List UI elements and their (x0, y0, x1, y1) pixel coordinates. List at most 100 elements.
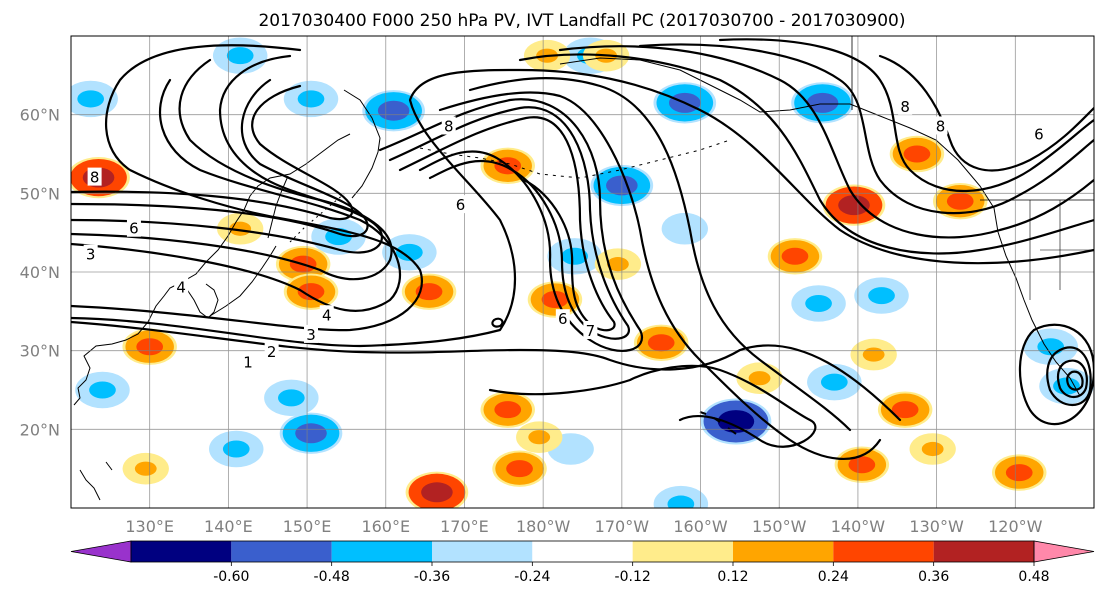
colorbar-segment (833, 541, 934, 562)
contour-label-bg (174, 277, 189, 296)
colorbar-segment (532, 541, 633, 562)
contour-label: 3 (306, 326, 316, 344)
contour-label: 8 (90, 169, 100, 187)
colorbar-segment (231, 541, 332, 562)
lon-tick-label: 150°W (752, 517, 807, 536)
figure-title: 2017030400 F000 250 hPa PV, IVT Landfall… (258, 11, 905, 31)
ivt-contour-8 (71, 84, 354, 221)
ivt-jet-d (438, 91, 882, 461)
lon-tick-label: 140°E (204, 517, 253, 536)
contour-label-bg (304, 324, 319, 343)
negative-pv-anomaly (791, 82, 854, 124)
colorbar-tick-label: -0.48 (314, 569, 350, 585)
anomaly-core (781, 247, 809, 265)
positive-pv-anomaly (492, 450, 547, 487)
anomaly-core (1037, 338, 1065, 356)
ivt-subtropical-cyclone-4 (1018, 323, 1094, 426)
contour-label-bg (583, 321, 598, 339)
lat-tick-label: 60°N (20, 106, 60, 125)
negative-pv-anomaly (75, 371, 130, 409)
ivt-subtropical-cyclone-2 (1056, 359, 1088, 399)
anomaly-core (903, 145, 931, 163)
ivt-subtropical-cyclone-1 (1046, 346, 1092, 406)
anomaly-core (838, 195, 870, 216)
anomaly-core (134, 461, 157, 476)
positive-pv-anomaly (834, 446, 890, 483)
ivt-jet-e (468, 77, 852, 432)
negative-pv-anomaly (700, 398, 772, 445)
ivt-contour-layer (71, 38, 1094, 461)
anomaly-core (421, 482, 453, 503)
coastline-aleutians (419, 139, 731, 179)
lon-tick-label: 150°E (283, 517, 332, 536)
negative-pv-anomaly (209, 430, 264, 468)
anomaly-core (848, 456, 876, 474)
anomaly-core (541, 291, 569, 309)
colorbar-tick-label: -0.60 (213, 569, 249, 585)
anomaly-core (528, 430, 551, 445)
contour-label-bg (126, 218, 141, 237)
anomaly-core (222, 440, 250, 458)
anomaly-core (607, 257, 629, 272)
positive-pv-anomaly (401, 273, 457, 310)
ivt-jet-a (378, 98, 643, 352)
ivt-contour-4b (71, 58, 393, 281)
axis-tick-labels: 130°E 140°E 150°E 160°E 170°E 180°W 170°W 160°W… (20, 106, 1043, 536)
lon-tick-label: 130°E (125, 517, 174, 536)
positive-pv-anomaly (877, 391, 933, 428)
contour-label: 3 (86, 246, 96, 264)
colorbar: -0.60 -0.48 -0.36 -0.24 -0.12 0.12 0.24 0.36 0.4… (70, 540, 1095, 585)
anomaly-core (805, 294, 832, 312)
positive-pv-anomaly (405, 471, 469, 508)
negative-pv-anomaly (212, 37, 268, 74)
coastline-kuril (289, 193, 345, 243)
anomaly-core (77, 90, 105, 108)
lat-tick-label: 30°N (20, 342, 60, 361)
contour-label-bg (441, 116, 456, 135)
lon-tick-label: 170°W (595, 517, 650, 536)
ivt-jet-h (638, 43, 1094, 215)
positive-pv-anomaly (767, 238, 823, 275)
contour-label: 6 (1034, 125, 1044, 143)
ivt-jet-i (718, 38, 1094, 193)
lon-tick-label: 170°E (440, 517, 489, 536)
ivt-jet-g (558, 45, 1094, 239)
contour-label: 8 (444, 117, 454, 135)
contour-label: 8 (936, 117, 946, 135)
lon-tick-label: 120°W (988, 517, 1043, 536)
coastline-sakhalin (267, 175, 289, 239)
contour-label-bg (87, 167, 102, 186)
ivt-jet-j (878, 54, 1094, 172)
anomaly-core (806, 92, 839, 113)
ivt-contour-6 (71, 78, 369, 238)
colorbar-tick-label: 0.24 (818, 569, 849, 585)
colorbar-tick-label: 0.48 (1018, 569, 1049, 585)
colorbar-segment (933, 541, 1034, 562)
contour-label: 6 (456, 196, 466, 214)
anomaly-core (277, 389, 305, 407)
colorbar-extend-high (1033, 540, 1095, 563)
lon-tick-label: 130°W (909, 517, 964, 536)
contour-label-bg (319, 305, 334, 324)
positive-pv-anomaly (516, 421, 563, 454)
anomaly-core (297, 90, 325, 108)
anomaly-core (921, 441, 944, 457)
colorbar-tick-label: -0.24 (514, 569, 550, 585)
anomaly-core (647, 334, 675, 352)
border-us-states (1029, 200, 1094, 300)
negative-pv-anomaly (362, 90, 425, 132)
positive-pv-anomaly (850, 338, 897, 371)
colorbar-tick-label: 0.36 (918, 569, 949, 585)
anomaly-core (494, 401, 522, 419)
contour-label-bg (1031, 124, 1046, 143)
contour-label: 8 (900, 98, 910, 116)
colorbar-frame (130, 540, 1035, 563)
coastline-kamchatka (343, 89, 381, 199)
graticule (71, 36, 1094, 508)
positive-pv-anomaly (633, 324, 689, 361)
anomaly-core (396, 243, 423, 261)
anomaly-core (561, 247, 588, 265)
contour-label-bg (264, 342, 279, 361)
